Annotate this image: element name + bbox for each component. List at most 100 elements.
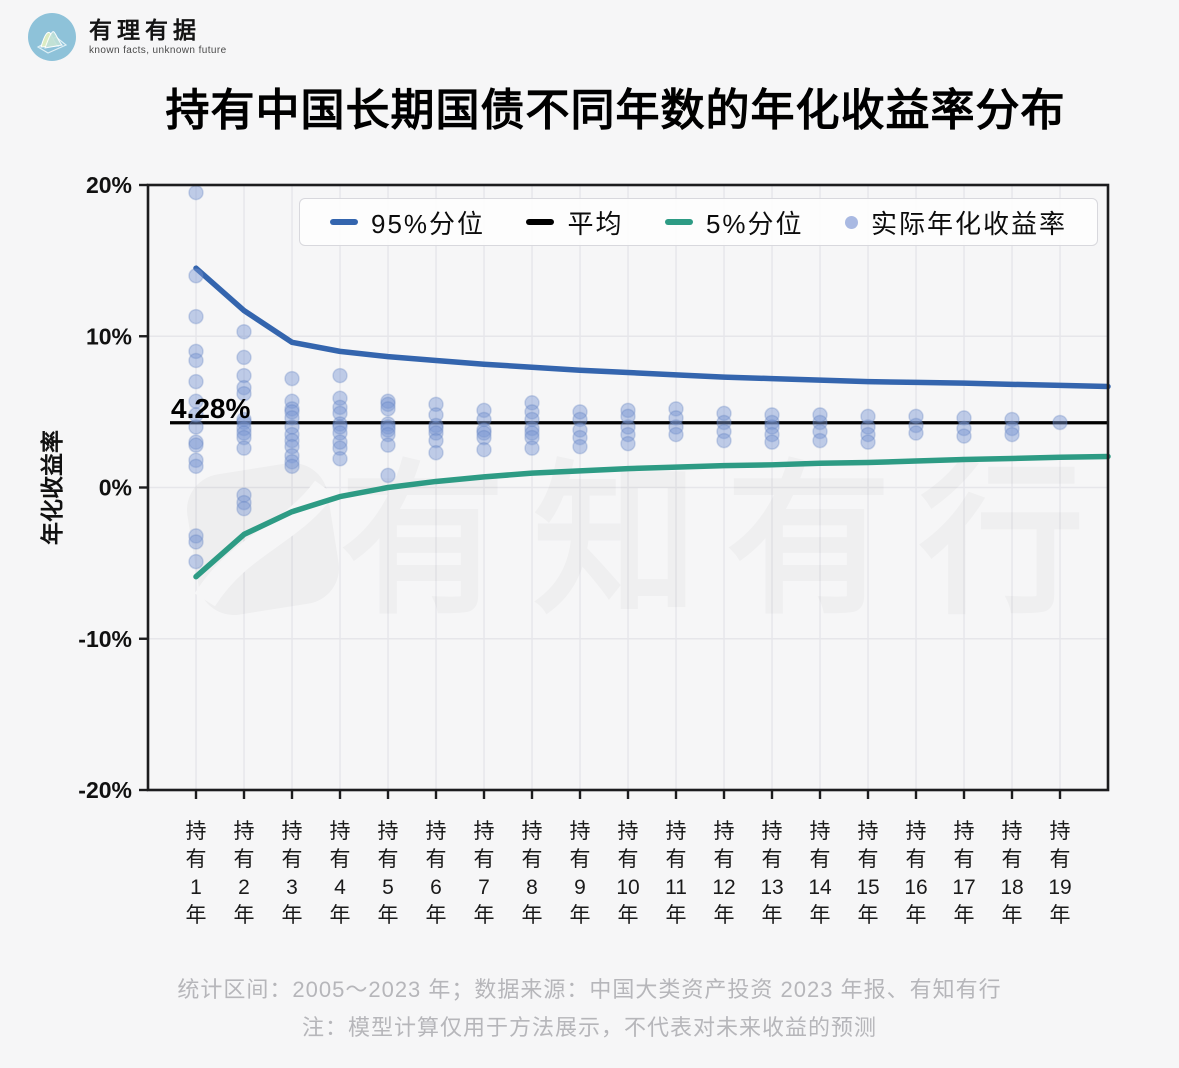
x-tick-label: 持有 2 年 <box>234 820 255 927</box>
scatter-point <box>524 420 540 437</box>
watermark: 有知有行 <box>194 480 335 607</box>
scatter-point <box>284 458 300 475</box>
chart-legend: 95%分位 平均 5%分位 实际年化收益率 <box>299 198 1098 246</box>
scatter-point <box>1004 426 1020 443</box>
x-tick-label: 持有 5 年 <box>378 820 399 927</box>
scatter-point <box>188 534 204 550</box>
scatter-point <box>956 410 972 426</box>
scatter-point <box>620 408 636 425</box>
scatter-point <box>668 426 684 443</box>
scatter-point <box>236 323 252 340</box>
scatter-point <box>284 432 300 449</box>
scatter-point <box>236 411 252 428</box>
scatter-point <box>860 408 876 425</box>
scatter-point <box>860 434 876 450</box>
brand-tagline: known facts, unknown future <box>89 45 227 57</box>
scatter-point <box>284 438 300 455</box>
scatter-point <box>332 405 348 422</box>
x-tick-label: 持有 19 年 <box>1048 820 1071 927</box>
scatter-point <box>428 425 444 441</box>
scatter-point <box>764 419 780 435</box>
scatter-point <box>380 467 396 484</box>
brand-logo-block: 有理有据 known facts, unknown future <box>28 13 227 61</box>
scatter-point <box>1004 420 1020 437</box>
scatter-point <box>716 405 732 422</box>
x-tick-label: 持有 3 年 <box>282 820 303 927</box>
legend-item-2: 5%分位 <box>664 204 804 241</box>
scatter-point <box>236 429 252 446</box>
x-tick-label: 持有 13 年 <box>760 820 783 927</box>
x-tick-label: 持有 12 年 <box>712 820 735 927</box>
scatter-point <box>428 407 444 423</box>
scatter-point <box>188 393 204 410</box>
scatter-point <box>188 452 204 469</box>
scatter-point <box>764 407 780 423</box>
scatter-point <box>188 268 204 284</box>
scatter-point <box>524 425 540 441</box>
scatter-point <box>764 434 780 450</box>
x-tick-label: 持有 7 年 <box>474 820 495 927</box>
brand-logo-icon <box>28 13 76 61</box>
scatter-point <box>956 420 972 437</box>
x-tick-label: 持有 17 年 <box>952 820 975 927</box>
legend-label: 5%分位 <box>705 208 804 239</box>
scatter-point <box>908 417 924 434</box>
scatter-point <box>236 425 252 441</box>
scatter-point <box>236 367 252 384</box>
brand-text: 有理有据 known facts, unknown future <box>89 17 227 57</box>
scatter-point <box>524 440 540 456</box>
legend-item-0: 95%分位 <box>330 204 485 241</box>
scatter-point <box>380 401 396 417</box>
x-tick-label: 持有 1 年 <box>186 820 207 927</box>
scatter-point <box>572 411 588 428</box>
scatter-point <box>860 426 876 443</box>
scatter-point <box>572 438 588 455</box>
scatter-point <box>668 401 684 417</box>
scatter-point <box>860 419 876 435</box>
scatter-point <box>188 308 204 325</box>
scatter-point <box>1004 411 1020 428</box>
watermark-logo-icon <box>194 480 335 607</box>
legend-line-marker-icon <box>664 219 693 225</box>
scatter-point <box>332 451 348 467</box>
scatter-point <box>812 414 828 431</box>
scatter-point <box>332 399 348 416</box>
y-tick-label: 20% <box>86 172 132 198</box>
x-tick-label: 持有 8 年 <box>522 820 543 927</box>
scatter-point <box>428 444 444 461</box>
scatter-point <box>236 494 252 511</box>
scatter-point <box>332 440 348 456</box>
scatter-point <box>812 423 828 440</box>
scatter-point <box>236 420 252 437</box>
scatter-point <box>620 426 636 443</box>
scatter-point <box>284 370 300 387</box>
scatter-point <box>284 447 300 464</box>
x-tick-label: 持有 9 年 <box>570 820 591 927</box>
scatter-point <box>188 437 204 453</box>
scatter-point <box>236 385 252 402</box>
scatter-point <box>284 393 300 410</box>
scatter-point <box>380 393 396 410</box>
x-tick-label: 持有 18 年 <box>1000 820 1023 927</box>
legend-label: 95%分位 <box>371 208 486 239</box>
average-value-label: 4.28% <box>171 393 250 424</box>
scatter-point <box>236 440 252 456</box>
scatter-point <box>332 425 348 441</box>
scatter-point <box>428 420 444 437</box>
x-tick-label: 持有 14 年 <box>808 820 832 927</box>
x-tick-label: 持有 15 年 <box>856 820 879 927</box>
scatter-point <box>716 414 732 431</box>
scatter-point <box>524 411 540 428</box>
legend-line-marker-icon <box>526 219 555 225</box>
scatter-point <box>284 454 300 470</box>
scatter-point <box>284 426 300 443</box>
scatter-point <box>620 435 636 452</box>
scatter-point <box>572 429 588 446</box>
scatter-point <box>716 423 732 440</box>
scatter-point <box>188 434 204 450</box>
scatter-point <box>476 411 492 428</box>
scatter-point <box>332 416 348 432</box>
scatter-point <box>812 432 828 449</box>
